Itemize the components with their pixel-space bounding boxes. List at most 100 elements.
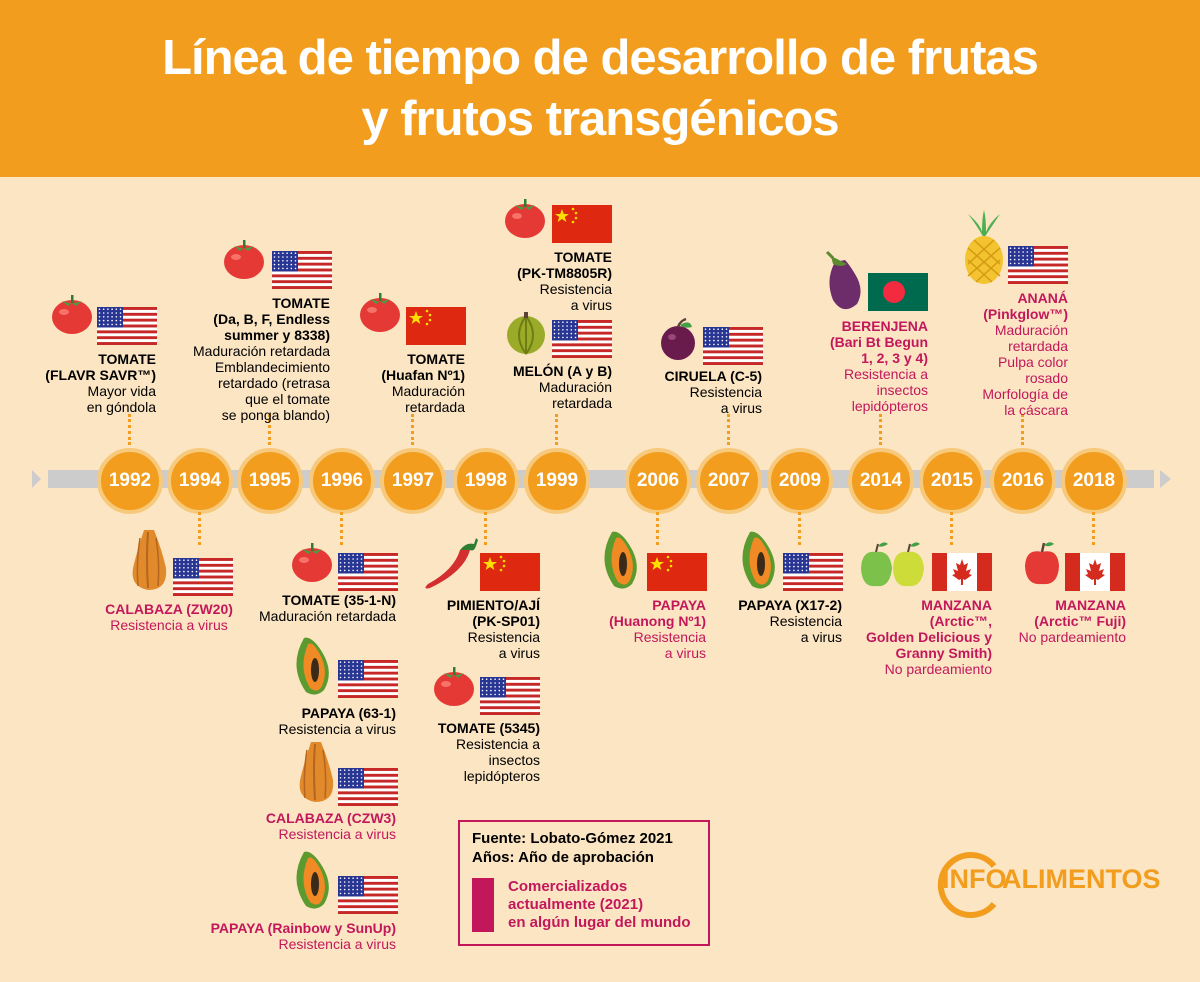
canada-flag-icon (932, 553, 992, 591)
usa-flag-icon (480, 677, 540, 715)
china-flag-icon (552, 205, 612, 243)
connector-e2015 (950, 512, 953, 545)
logo-text-alimentos: ALIMENTOS (1002, 864, 1161, 894)
entry-description: Maduración retardada Emblandecimiento re… (193, 343, 330, 423)
year-marker-1992: 1992 (97, 448, 163, 514)
entry-text-e1998b: TOMATE (5345) Resistencia a insectos lepi… (430, 720, 540, 784)
connector-e2009 (798, 512, 801, 545)
entry-name: ANANÁ (Pinkglow™) (983, 290, 1068, 322)
year-marker-1994: 1994 (167, 448, 233, 514)
legend-commercialized-swatch (472, 878, 494, 932)
entry-text-e1996c: CALABAZA (CZW3) Resistencia a virus (250, 810, 396, 842)
year-marker-2009: 2009 (767, 448, 833, 514)
year-marker-2016: 2016 (990, 448, 1056, 514)
connector-e2006 (656, 512, 659, 545)
canada-flag-icon (1065, 553, 1125, 591)
entry-text-e2009: PAPAYA (X17-2) Resistencia a virus (720, 597, 842, 645)
tomato-icon (50, 292, 94, 341)
connector-e2016 (1021, 414, 1024, 445)
entry-text-e2014: BERENJENA (Bari Bt Begun 1, 2, 3 y 4) Res… (810, 318, 928, 414)
entry-name: TOMATE (35-1-N) (282, 592, 396, 608)
entry-text-e1996b: PAPAYA (63-1) Resistencia a virus (260, 705, 397, 737)
entry-description: No pardeamiento (1018, 629, 1126, 645)
entry-name: PAPAYA (X17-2) (738, 597, 842, 613)
papaya-icon (292, 850, 334, 915)
entry-description: Resistencia a virus (278, 826, 397, 842)
papaya-icon (600, 530, 642, 595)
year-marker-1999: 1999 (524, 448, 590, 514)
entry-description: Resistencia a virus (110, 617, 228, 633)
legend-years-note: Años: Año de aprobación (472, 849, 654, 866)
connector-e2014 (879, 414, 882, 445)
squash-icon (295, 740, 337, 809)
entry-name: TOMATE (5345) (437, 720, 540, 736)
year-marker-2018: 2018 (1061, 448, 1127, 514)
year-marker-2014: 2014 (848, 448, 914, 514)
entry-description: Resistencia a virus (689, 384, 762, 416)
eggplant-icon (825, 250, 865, 317)
china-flag-icon (480, 553, 540, 591)
entry-text-e1994: CALABAZA (ZW20) Resistencia a virus (104, 601, 234, 633)
apples-icon (858, 540, 928, 595)
usa-flag-icon (783, 553, 843, 591)
entry-text-e1996d: PAPAYA (Rainbow y SunUp) Resistencia a vi… (200, 920, 396, 952)
squash-icon (128, 528, 170, 597)
bangladesh-flag-icon (868, 273, 928, 311)
usa-flag-icon (97, 307, 157, 345)
melon-icon (506, 311, 546, 360)
tomato-icon (503, 196, 547, 245)
china-flag-icon (406, 307, 466, 345)
tomato-icon (290, 540, 334, 589)
entry-text-e1996a: TOMATE (35-1-N) Maduración retardada (256, 592, 396, 624)
connector-e2007 (727, 414, 730, 445)
usa-flag-icon (552, 320, 612, 358)
usa-flag-icon (338, 876, 398, 914)
connector-e1994 (198, 512, 201, 545)
year-marker-1995: 1995 (237, 448, 303, 514)
china-flag-icon (647, 553, 707, 591)
legend-commercialized-text: Comercializados actualmente (2021) en al… (508, 878, 691, 931)
entry-name: TOMATE (FLAVR SAVR™) (45, 351, 156, 383)
entry-description: Resistencia a insectos lepidópteros (455, 736, 540, 784)
entry-description: Resistencia a virus (539, 281, 612, 313)
legend-box: Fuente: Lobato-Gómez 2021 Años: Año de a… (458, 820, 710, 946)
apple-icon (1022, 540, 1062, 593)
entry-description: No pardeamiento (884, 661, 992, 677)
connector-e1997 (411, 414, 414, 445)
entry-text-e2018: MANZANA (Arctic™ Fuji) No pardeamiento (1000, 597, 1126, 645)
entry-name: CIRUELA (C-5) (664, 368, 762, 384)
usa-flag-icon (338, 553, 398, 591)
year-marker-2006: 2006 (625, 448, 691, 514)
entry-description: Mayor vida en góndola (86, 383, 156, 415)
tomato-icon (222, 237, 266, 286)
timeline-end-arrow (1160, 470, 1171, 488)
infoalimentos-logo: INFO ALIMENTOS (936, 850, 1161, 920)
entry-description: Maduración retardada (259, 608, 396, 624)
papaya-icon (292, 636, 334, 701)
connector-e2018 (1092, 512, 1095, 545)
pineapple-icon (962, 210, 1006, 291)
usa-flag-icon (272, 251, 332, 289)
entry-description: Resistencia a insectos lepidópteros (843, 366, 928, 414)
papaya-icon (738, 530, 780, 595)
entry-name: TOMATE (Huafan Nº1) (381, 351, 465, 383)
entry-description: Resistencia a virus (278, 936, 397, 952)
legend-source: Fuente: Lobato-Gómez 2021 (472, 830, 673, 847)
entry-text-e2006: PAPAYA (Huanong Nº1) Resistencia a virus (590, 597, 706, 661)
entry-text-e1998a: PIMIENTO/AJÍ (PK-SP01) Resistencia a viru… (430, 597, 540, 661)
usa-flag-icon (703, 327, 763, 365)
year-marker-1997: 1997 (380, 448, 446, 514)
entry-text-e1995: TOMATE (Da, B, F, Endless summer y 8338)… (180, 295, 330, 423)
entry-text-e1992: TOMATE (FLAVR SAVR™) Mayor vida en góndol… (40, 351, 156, 415)
page-title-line-2: y frutos transgénicos (361, 92, 839, 146)
entry-description: Resistencia a virus (278, 721, 397, 737)
usa-flag-icon (173, 558, 233, 596)
entry-text-e2015: MANZANA (Arctic™, Golden Delicious y Gra… (840, 597, 992, 677)
header-banner: Línea de tiempo de desarrollo de frutas … (0, 0, 1200, 177)
chili-pepper-icon (420, 536, 480, 597)
connector-e1996a (340, 512, 343, 545)
tomato-icon (358, 290, 402, 339)
entry-name: PAPAYA (Huanong Nº1) (609, 597, 706, 629)
entry-name: TOMATE (Da, B, F, Endless summer y 8338) (213, 295, 330, 343)
tomato-icon (432, 664, 476, 713)
